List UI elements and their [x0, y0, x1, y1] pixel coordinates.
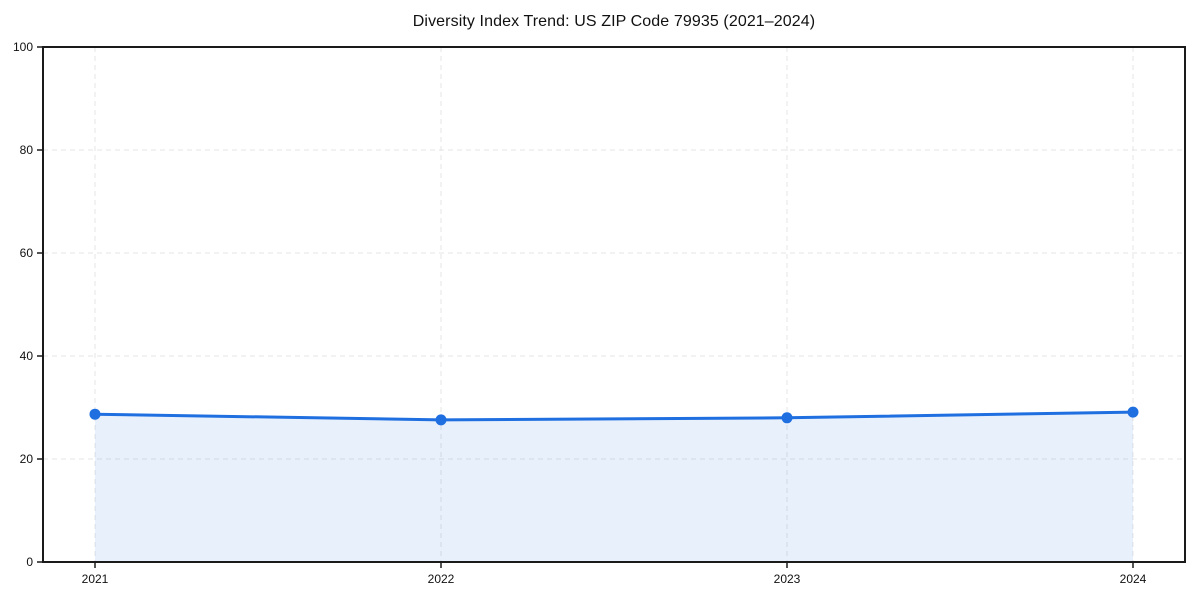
data-point-2024	[1127, 406, 1139, 418]
data-point-2022	[435, 414, 447, 426]
y-tick-label: 60	[20, 246, 34, 260]
chart-title: Diversity Index Trend: US ZIP Code 79935…	[412, 13, 816, 30]
x-tick-label: 2023	[774, 572, 801, 586]
data-point-2021	[89, 408, 101, 420]
data-point-2023	[781, 412, 793, 424]
y-tick-label: 0	[26, 555, 33, 569]
y-tick-label: 20	[20, 452, 34, 466]
y-tick-label: 40	[20, 349, 34, 363]
x-tick-label: 2024	[1120, 572, 1147, 586]
y-tick-label: 100	[13, 40, 33, 54]
series-line	[93, 410, 1135, 422]
x-tick-label: 2022	[428, 572, 455, 586]
plot-border	[42, 46, 1186, 563]
series-area-fill	[95, 412, 1133, 562]
y-tick-label: 80	[20, 143, 34, 157]
x-tick-label: 2021	[82, 572, 109, 586]
